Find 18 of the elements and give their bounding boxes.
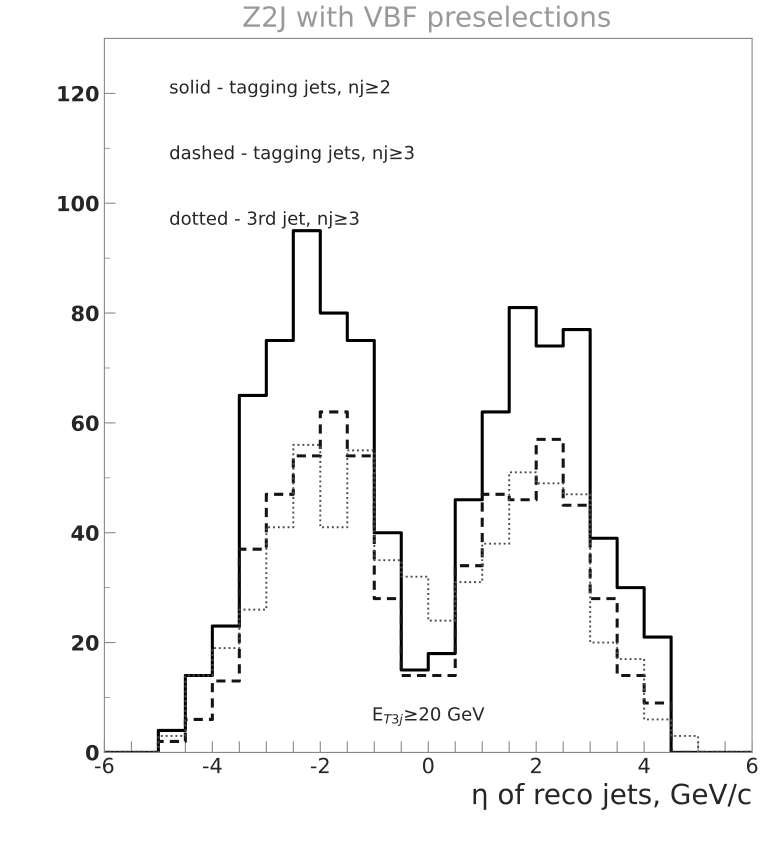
x-tick-label: 4 [638,758,650,774]
annotation: dotted - 3rd jet, nj≥3 [170,211,358,229]
annotation: solid - tagging jets, nj≥2 [170,80,390,98]
x-tick-label: 0 [422,758,434,774]
x-tick-label: 6 [746,758,758,774]
annotation: E$_{T3j}$≥20 GeV [374,707,484,726]
y-tick-label: 80 [72,306,99,322]
y-tick-label: 20 [72,635,99,651]
y-tick-label: 100 [58,196,99,212]
x-tick-label: 2 [531,758,541,774]
x-tick-label: -2 [310,758,329,774]
y-tick-label: 40 [71,525,99,541]
annotation: dashed - tagging jets, nj≥3 [170,145,414,163]
y-tick-label: 120 [58,86,99,102]
x-tick-label: -4 [202,758,222,774]
y-tick-label: 60 [72,415,99,432]
x-axis-title: η of reco jets, GeV/c [474,782,750,810]
chart-title: Z2J with VBF preselections [243,6,610,32]
